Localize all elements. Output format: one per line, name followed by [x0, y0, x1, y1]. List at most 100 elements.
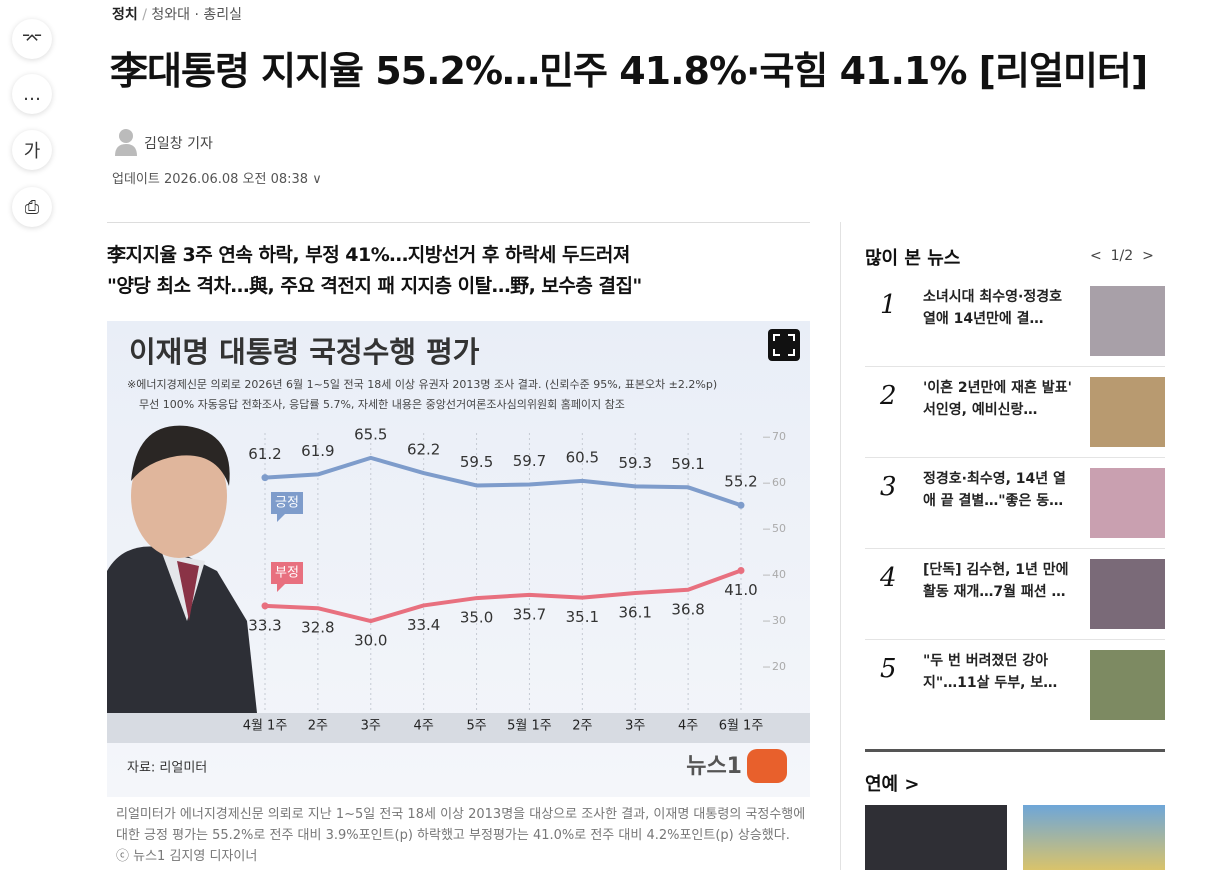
y-tick-label: 50 [772, 522, 786, 535]
series-point [737, 501, 745, 509]
updated-time[interactable]: 업데이트 2026.06.08 오전 08:38 ∨ [112, 172, 322, 187]
value-label: 41.0 [724, 581, 757, 599]
value-label: 60.5 [566, 448, 599, 466]
value-label: 65.5 [354, 425, 387, 443]
divider [107, 222, 810, 223]
value-label: 30.0 [354, 632, 387, 650]
rank: 3 [880, 472, 897, 502]
page-indicator: 1/2 [1110, 248, 1134, 264]
entertainment-thumb[interactable] [1023, 805, 1165, 870]
value-label: 59.1 [671, 455, 704, 473]
x-tick-label: 4주 [678, 719, 698, 734]
news-link[interactable]: [단독] 김수현, 1년 만에 활동 재개…7월 패션 … [923, 562, 1069, 600]
author-avatar [115, 128, 137, 156]
x-axis-band [107, 713, 810, 743]
expand-button[interactable] [768, 329, 800, 361]
series-point [261, 602, 269, 610]
rank: 1 [880, 290, 897, 320]
chart-note: 무선 100% 자동응답 전화조사, 응답률 5.7%, 자세한 내용은 중앙선… [139, 397, 625, 411]
value-label: 36.1 [619, 604, 652, 622]
value-label: 59.5 [460, 453, 493, 471]
x-tick-label: 3주 [625, 719, 645, 734]
x-tick-label: 6월 1주 [719, 719, 764, 734]
comment-button[interactable]: … [12, 74, 52, 114]
y-tick-label: 20 [772, 660, 786, 673]
y-tick-label: 60 [772, 476, 786, 489]
column-divider [840, 222, 841, 870]
rank: 2 [880, 381, 897, 411]
person-photo [107, 425, 257, 713]
series-line [264, 568, 742, 624]
section-divider [865, 749, 1165, 752]
news-link[interactable]: 정경호·최수영, 14년 열애 끝 결별…"좋은 동… [923, 471, 1066, 509]
value-label: 61.2 [248, 445, 281, 463]
value-label: 32.8 [301, 619, 334, 637]
chart-title: 이재명 대통령 국정수행 평가 [129, 335, 480, 369]
subsection-link[interactable]: 청와대 · 총리실 [151, 7, 243, 23]
value-label: 33.3 [248, 616, 281, 634]
breadcrumb: 정치 / 청와대 · 총리실 [112, 7, 243, 23]
news-thumb[interactable] [1090, 559, 1165, 629]
share-button[interactable]: ⌤ [12, 19, 52, 59]
chart-note: ※에너지경제신문 의뢰로 2026년 6월 1~5일 전국 18세 이상 유권자… [127, 377, 717, 391]
y-tick-label: 30 [772, 614, 786, 627]
value-label: 33.4 [407, 616, 440, 634]
entertainment-title: 연예 [865, 774, 899, 795]
x-tick-label: 5주 [466, 719, 486, 734]
value-label: 35.7 [513, 605, 546, 623]
popular-title: 많이 본 뉴스 [865, 248, 961, 269]
item-divider [865, 639, 1165, 640]
value-label: 36.8 [671, 600, 704, 618]
series-name: 긍정 [275, 496, 299, 511]
news-thumb[interactable] [1090, 377, 1165, 447]
value-label: 59.7 [513, 452, 546, 470]
x-tick-label: 4월 1주 [243, 719, 288, 734]
x-tick-label: 2주 [572, 719, 592, 734]
popular-pager[interactable]: < 1/2 > [1090, 248, 1154, 264]
news-link[interactable]: "두 번 버려졌던 강아지"…11살 두부, 보… [923, 653, 1058, 691]
news-thumb[interactable] [1090, 650, 1165, 720]
updated-text: 업데이트 2026.06.08 오전 08:38 [112, 172, 309, 187]
x-tick-label: 5월 1주 [507, 719, 552, 734]
value-label: 35.0 [460, 609, 493, 627]
item-divider [865, 548, 1165, 549]
article-title: 李대통령 지지율 55.2%…민주 41.8%·국힘 41.1% [리얼미터] [110, 49, 1148, 93]
series-tag [271, 492, 303, 522]
series-point [261, 474, 269, 482]
value-label: 35.1 [566, 608, 599, 626]
series-point [737, 567, 745, 574]
value-label: 59.3 [619, 454, 652, 472]
font-button[interactable]: 가 [12, 130, 52, 170]
news-thumb[interactable] [1090, 468, 1165, 538]
series-line [264, 455, 742, 508]
expand-icon [773, 334, 795, 356]
rank: 5 [880, 654, 897, 684]
series-name: 부정 [275, 566, 299, 581]
item-divider [865, 366, 1165, 367]
value-label: 61.9 [301, 442, 334, 460]
news-link[interactable]: '이혼 2년만에 재혼 발표' 서인영, 예비신랑… [923, 380, 1072, 418]
chart-source: 자료: 리얼미터 [127, 761, 207, 776]
author[interactable]: 김일창 기자 [144, 136, 213, 152]
value-label: 55.2 [724, 473, 757, 491]
entertainment-thumb[interactable] [865, 805, 1007, 870]
rank: 4 [880, 563, 897, 593]
series-tag [271, 562, 303, 592]
x-tick-label: 4주 [414, 719, 434, 734]
news-link[interactable]: 소녀시대 최수영·정경호 열애 14년만에 결… [923, 289, 1062, 327]
value-label: 62.2 [407, 441, 440, 459]
y-tick-label: 40 [772, 568, 786, 581]
subheading: 李지지율 3주 연속 하락, 부정 41%…지방선거 후 하락세 두드러져 [107, 244, 630, 266]
entertainment-link[interactable]: 연예 > [865, 774, 920, 795]
chart-logo: 뉴스1 [686, 754, 742, 779]
x-tick-label: 3주 [361, 719, 381, 734]
logo-mark [747, 749, 787, 783]
subheading: "양당 최소 격차…與, 주요 격전지 패 지지층 이탈…野, 보수층 결집" [107, 275, 642, 297]
y-tick-label: 70 [772, 430, 786, 443]
print-button[interactable]: ⎙ [12, 187, 52, 227]
x-tick-label: 2주 [308, 719, 328, 734]
news-thumb[interactable] [1090, 286, 1165, 356]
section-link[interactable]: 정치 [112, 7, 138, 23]
